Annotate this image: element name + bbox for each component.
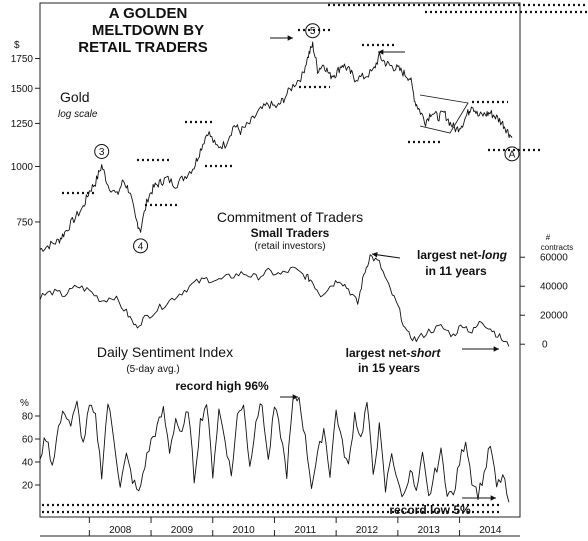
cot-y-tick-label-3: 0	[542, 340, 548, 351]
gold-y-unit: $	[14, 40, 20, 51]
cot-panel: 60000 40000 20000 0	[39, 253, 568, 351]
cot-y-tick-label-1: 40000	[540, 282, 568, 293]
dsi-y-tick-label-1: 60	[22, 435, 34, 446]
cot-note: (retail investors)	[254, 241, 325, 252]
annotation-net-short-line-2: in 15 years	[358, 361, 420, 375]
cot-net-short-arrow-head	[493, 346, 499, 352]
dsi-record-low-arrow-head	[490, 495, 496, 501]
gold-y-tick-label-4: 750	[16, 217, 33, 228]
wave-label-2: 5	[310, 26, 316, 37]
dsi-y-tick-label-0: 80	[22, 412, 34, 423]
annotation-net-short-line-1: largest net-short	[346, 346, 442, 360]
chart-title-line-2: MELTDOWN BY	[92, 22, 204, 39]
gold-y-tick-label-3: 1000	[11, 162, 34, 173]
gold-panel: 1750 1500 1250 1000 750 3 4 5 A	[11, 23, 520, 254]
dsi-y-tick-label-3: 20	[22, 481, 34, 492]
chart-title-line-3: RETAIL TRADERS	[78, 39, 207, 56]
annotation-record-high: record high 96%	[175, 379, 269, 393]
gold-y-tick-label-1: 1500	[11, 84, 34, 95]
dsi-subtitle: (5-day avg.)	[126, 364, 179, 375]
wave-label-1: 4	[138, 241, 144, 252]
gold-y-tick-label-0: 1750	[11, 54, 34, 65]
cot-title: Commitment of Traders	[217, 209, 363, 225]
cot-net-long-arrow-head	[372, 252, 378, 258]
x-tick-label-2: 2010	[232, 525, 255, 536]
cot-y-unit-line-1: #	[546, 233, 551, 242]
wave-label-3: A	[509, 149, 516, 160]
dsi-line	[39, 395, 510, 503]
cot-subtitle: Small Traders	[251, 226, 330, 240]
wave-label-circle-1	[133, 238, 149, 254]
dsi-record-high-arrow-head	[292, 394, 298, 400]
chart-title-line-1: A GOLDEN	[109, 5, 188, 22]
x-tick-label-0: 2008	[109, 525, 132, 536]
annotation-net-long-line-1: largest net-long	[417, 248, 508, 262]
dsi-title: Daily Sentiment Index	[97, 344, 233, 360]
dsi-y-tick-label-2: 40	[22, 458, 34, 469]
gold-price-line	[39, 41, 513, 252]
gold-triangle-pattern	[419, 94, 469, 134]
x-tick-label-1: 2009	[171, 525, 194, 536]
annotation-record-low: record low 5%	[389, 503, 471, 517]
x-tick-label-4: 2012	[356, 525, 379, 536]
x-tick-label-5: 2013	[418, 525, 441, 536]
annotation-net-long-line-2: in 11 years	[425, 264, 487, 278]
x-tick-label-6: 2014	[479, 525, 502, 536]
decorations	[42, 3, 588, 514]
gold-scale-note: log scale	[58, 109, 98, 120]
cot-y-tick-label-0: 60000	[540, 253, 568, 264]
wave-label-circle-0	[94, 144, 110, 160]
gold-label: Gold	[60, 89, 90, 105]
x-tick-label-3: 2011	[295, 525, 317, 536]
x-axis: 2008 2009 2010 2011 2012 2013 2014	[88, 517, 502, 536]
cot-y-tick-label-2: 20000	[540, 311, 568, 322]
gold-peak-arrow-head	[287, 35, 293, 41]
dsi-panel: 80 60 40 20	[22, 395, 510, 503]
gold-y-tick-label-2: 1250	[11, 119, 34, 130]
gold-secondary-arrow-head	[378, 49, 384, 55]
wave-label-0: 3	[99, 147, 105, 158]
cot-y-unit-line-2: contracts	[541, 243, 573, 252]
cot-small-traders-line	[39, 254, 510, 347]
dsi-y-unit: %	[20, 398, 29, 409]
plot-frame	[39, 2, 521, 518]
